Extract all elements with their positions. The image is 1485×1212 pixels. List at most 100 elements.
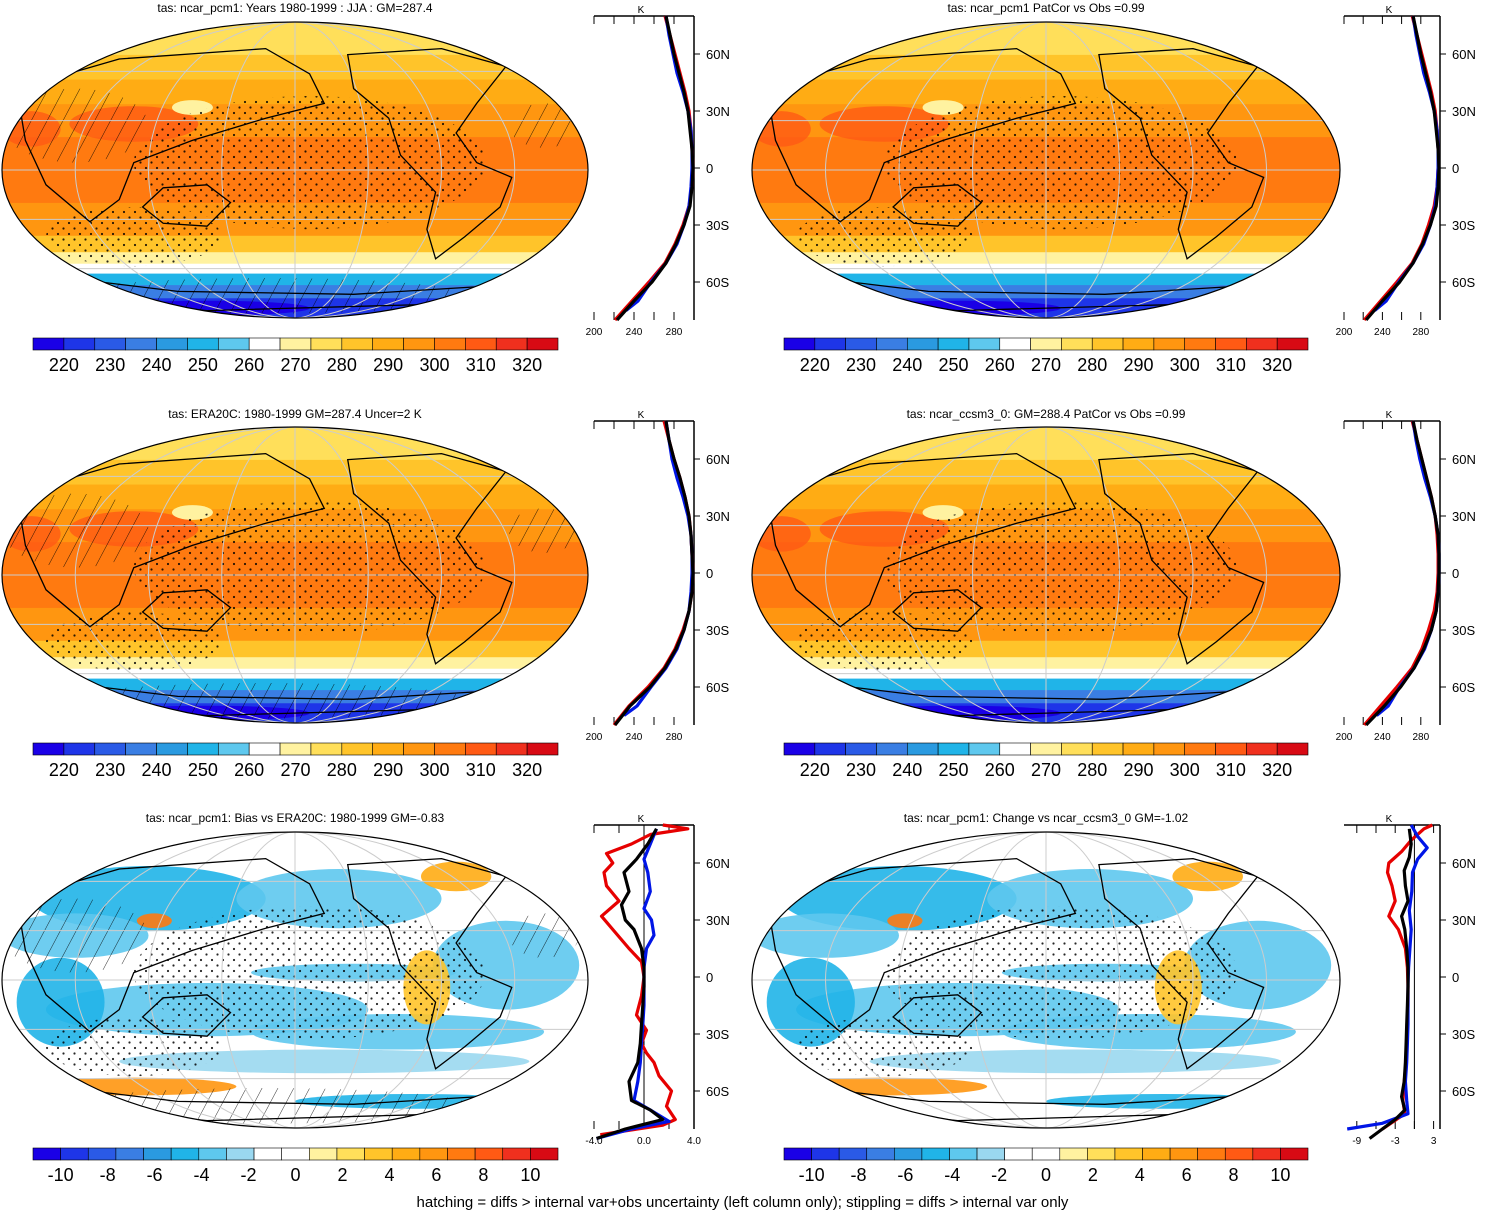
colorbar-swatch [248,742,281,756]
colorbar-swatch [60,1147,89,1161]
colorbar-swatch [495,337,528,351]
map-border [751,426,1341,724]
colorbar-swatch [1252,1147,1281,1161]
profile-unit-label: K [1386,5,1393,16]
colorbar-5: -10 -8 -6 -4 -2 0 2 4 6 8 10 [32,1147,559,1185]
colorbar-tick-label: 230 [95,760,125,780]
panel-title-2: tas: ncar_pcm1 PatCor vs Obs =0.99 [947,1,1144,15]
profile-x-tick-label: 200 [1336,327,1353,338]
coastline [15,857,326,1033]
profile-line [613,15,695,322]
colorbar-tick-label: 270 [1031,355,1061,375]
graticule-meridian [221,832,296,1128]
colorbar-swatch [198,1147,227,1161]
colorbar-swatch [341,742,374,756]
colorbar-swatch [372,742,404,756]
colorbar-swatch [530,1147,559,1161]
profile-lat-label: 60N [1452,47,1476,62]
colorbar-swatch [434,742,466,756]
stippling [133,500,486,635]
map-6 [751,831,1341,1129]
colorbar-tick-label: 220 [800,760,830,780]
map-border [1,831,589,1129]
graticule-meridian [294,427,442,723]
profile-line [1364,15,1441,322]
profile-lat-label: 30S [706,1027,729,1042]
coastline [1236,433,1297,467]
stippling [796,1017,973,1077]
colorbar-swatch [63,742,96,756]
colorbar-6: -10 -8 -6 -4 -2 0 2 4 6 8 10 [783,1147,1309,1185]
colorbar-swatch [1091,742,1124,756]
profile-x-tick-label: 240 [626,327,643,338]
graticule-meridian [1045,832,1267,1128]
coastline [15,452,326,628]
colorbar-tick-label: -6 [147,1165,163,1185]
colorbar-swatch [838,1147,868,1161]
coastline [346,47,513,260]
colorbar-swatch [894,1147,923,1161]
colorbar-tick-label: 270 [1031,760,1061,780]
coastline [1098,857,1265,1070]
profile-x-tick-label: 4.0 [687,1136,701,1147]
graticule-meridian [1045,832,1194,1128]
colorbar-swatch [156,337,188,351]
profile-unit-label: K [638,410,645,421]
colorbar-swatch [170,1147,200,1161]
panel-title-6: tas: ncar_pcm1: Change vs ncar_ccsm3_0 G… [904,811,1189,825]
colorbar-tick-label: 8 [1229,1165,1239,1185]
colorbar-tick-label: 290 [373,760,403,780]
profile-line [623,420,694,717]
colorbar-swatch [1059,1147,1088,1161]
stippling [133,96,486,230]
cold-region [1184,295,1332,314]
anomaly-region [1172,861,1243,892]
panel-title-1: tas: ncar_pcm1: Years 1980-1999 : JJA : … [157,1,432,15]
colorbar-swatch [1153,742,1186,756]
coastline [765,857,1077,1033]
colorbar-swatch [1276,742,1309,756]
graticule-meridian [148,427,296,723]
panel-title-4: tas: ncar_ccsm3_0: GM=288.4 PatCor vs Ob… [907,407,1186,421]
colorbar-tick-label: -4 [194,1165,210,1185]
colorbar-swatch [226,1147,255,1161]
colorbar-swatch [1246,742,1278,756]
profile-line [625,15,694,312]
profile-lat-label: 30S [1452,623,1475,638]
profile-lat-label: 0 [1452,161,1459,176]
colorbar-tick-label: 320 [512,760,542,780]
profile-1: K 200 240 280 60N 30N 0 30S 60S [586,5,730,338]
map-2 [751,21,1341,319]
graticule-meridian [74,427,296,723]
graticule-meridian [1045,22,1120,318]
colorbar-tick-label: 300 [419,355,449,375]
colorbar-tick-label: 320 [1262,760,1292,780]
stippling [45,612,222,672]
coastline [1098,47,1265,260]
colorbar-swatch [1122,337,1155,351]
profile-lat-label: 30N [706,913,730,928]
colorbar-tick-label: 280 [327,355,357,375]
map-border [751,831,1341,1129]
colorbar-swatch [999,742,1031,756]
hatching [60,1088,471,1124]
graticule-meridian [74,832,296,1128]
stippling [796,612,973,672]
panel-title-3: tas: ERA20C: 1980-1999 GM=287.4 Uncer=2 … [168,407,421,421]
warm-region [752,111,811,147]
colorbar-tick-label: 260 [985,760,1015,780]
colorbar-swatch [281,1147,310,1161]
colorbar-swatch [1122,742,1155,756]
coastline [892,184,983,227]
profile-lat-label: 60S [1452,1084,1475,1099]
profile-line [615,15,695,322]
colorbar-tick-label: 300 [1170,355,1200,375]
colorbar-tick-label: 270 [280,760,310,780]
colorbar-tick-label: 310 [466,760,496,780]
colorbar-swatch [495,742,528,756]
colorbar-tick-label: 10 [1270,1165,1290,1185]
anomaly-region [420,861,492,892]
graticule-meridian [294,832,369,1128]
colorbar-swatch [1142,1147,1171,1161]
colorbar-tick-label: 290 [1123,355,1153,375]
